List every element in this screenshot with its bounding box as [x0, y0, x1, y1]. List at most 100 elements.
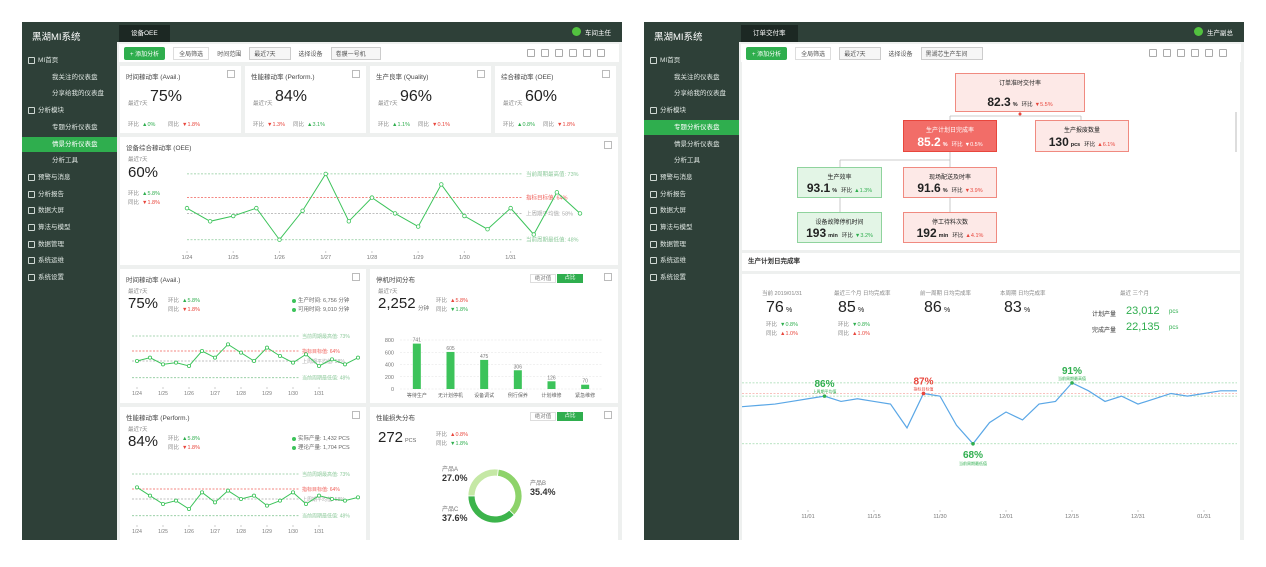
- card-menu[interactable]: [604, 141, 612, 149]
- menu-icon: [650, 107, 657, 115]
- user-avatar: [572, 27, 581, 36]
- change-label: 环比: [168, 436, 180, 442]
- toolbar-icon[interactable]: [1205, 49, 1213, 57]
- menu-item[interactable]: 预警与消息: [660, 173, 693, 181]
- change-label: 环比: [1084, 142, 1096, 148]
- menu-item[interactable]: 分析工具: [52, 157, 78, 165]
- menu-item[interactable]: 专题分析仪表盘: [644, 119, 739, 135]
- menu-item[interactable]: 数据管理: [660, 240, 686, 248]
- change-value: ▼1.8%: [182, 122, 200, 128]
- data-point: [200, 349, 205, 354]
- donut-segment: [467, 495, 515, 524]
- menu-item[interactable]: MI首页: [660, 57, 681, 64]
- change-value: ▼0.8%: [780, 322, 798, 328]
- menu-item[interactable]: 我关注的仪表盘: [52, 73, 98, 81]
- kpi-node[interactable]: 生产效率 93.1% 环比 ▲1.3%: [797, 167, 882, 198]
- menu-item[interactable]: 系统运维: [660, 257, 686, 265]
- dropdown[interactable]: 最近7天: [249, 46, 291, 60]
- menu-item[interactable]: 分析报告: [38, 190, 64, 198]
- menu-item[interactable]: 分析模块: [660, 107, 686, 115]
- toolbar-icon[interactable]: [1191, 49, 1199, 57]
- menu-icon: [28, 57, 35, 64]
- kpi-node[interactable]: 设备故障停机时间 193 min 环比 ▼3.2%: [797, 212, 882, 243]
- node-value-row: 192 min 环比 ▲4.1%: [904, 226, 996, 240]
- data-point: [355, 495, 360, 500]
- toolbar-icon[interactable]: [1163, 49, 1171, 57]
- sidebar: 黑湖MI系统 MI首页 我关注的仪表盘 分享给我的仪表盘 分析模块 专题分析仪表盘 情景分析…: [644, 22, 739, 540]
- menu-item[interactable]: 情景分析仪表盘: [674, 140, 720, 148]
- data-line: [136, 486, 359, 510]
- toolbar-icon[interactable]: [541, 49, 549, 57]
- menu-item[interactable]: 情景分析仪表盘: [22, 136, 117, 152]
- menu-item[interactable]: 分析报告: [660, 190, 686, 198]
- kpi-node[interactable]: 订单准时交付率 82.3% 环比 ▼5.5%: [955, 73, 1085, 112]
- card-menu[interactable]: [352, 411, 360, 419]
- menu-item[interactable]: 算法与模型: [38, 224, 71, 231]
- menu-item[interactable]: MI首页: [38, 57, 59, 64]
- user-name[interactable]: 车间主任: [585, 30, 611, 37]
- menu-item[interactable]: 数据管理: [38, 240, 64, 248]
- toolbar-icon[interactable]: [1177, 49, 1185, 57]
- menu-item[interactable]: 预警与消息: [38, 173, 71, 181]
- x-tick-label: 1/30: [459, 255, 470, 261]
- menu-item[interactable]: 系统运维: [38, 257, 64, 265]
- kpi-node[interactable]: 生产计划日完成率 85.2% 环比 ▼0.5%: [903, 120, 997, 152]
- toolbar-icon[interactable]: [569, 49, 577, 57]
- toggle-button[interactable]: 绝对值: [530, 274, 556, 283]
- card-menu[interactable]: [604, 273, 612, 281]
- add-analysis-button[interactable]: + 添加分析: [746, 46, 788, 60]
- period-label: 最近7天: [128, 101, 148, 107]
- global-filter-button[interactable]: 全局筛选: [795, 46, 832, 60]
- stat-value: 76: [766, 299, 784, 316]
- menu-item[interactable]: 我关注的仪表盘: [674, 73, 720, 81]
- global-filter-button[interactable]: 全局筛选: [173, 46, 210, 60]
- kpi-value: 96%: [400, 88, 433, 105]
- toolbar-icon[interactable]: [555, 49, 563, 57]
- bar-value-label: 306: [514, 364, 523, 370]
- dropdown[interactable]: 卷膜一号机: [330, 46, 381, 60]
- data-point: [508, 205, 513, 211]
- toggle-button[interactable]: 占比: [557, 274, 583, 283]
- add-analysis-button[interactable]: + 添加分析: [124, 46, 166, 60]
- dropdown[interactable]: 黑湖芯生产车间: [920, 46, 983, 60]
- toggle-button[interactable]: 绝对值: [530, 412, 556, 421]
- menu-item[interactable]: 系统设置: [38, 274, 64, 282]
- bar-value-label: 70: [582, 379, 588, 385]
- menu-item[interactable]: 专题分析仪表盘: [52, 123, 98, 131]
- toolbar-icon[interactable]: [1149, 49, 1157, 57]
- card-menu[interactable]: [352, 70, 360, 78]
- tab[interactable]: 设备OEE: [119, 25, 170, 42]
- menu-item[interactable]: 分享给我的仪表盘: [674, 90, 726, 98]
- toolbar-icon[interactable]: [597, 49, 605, 57]
- toolbar-icon[interactable]: [583, 49, 591, 57]
- toolbar-icon[interactable]: [527, 49, 535, 57]
- dropdown[interactable]: 最近7天: [839, 46, 881, 60]
- menu-item[interactable]: 数据大屏: [660, 207, 686, 215]
- toggle-button[interactable]: 占比: [557, 412, 583, 421]
- change-row: 同比 ▼1.8%: [436, 439, 468, 447]
- stat-caption: 最近三个月 日均完成率: [834, 291, 891, 297]
- menu-item[interactable]: 分享给我的仪表盘: [52, 90, 104, 98]
- kpi-node[interactable]: 生产报废数量 130 pcs 环比 ▲6.1%: [1035, 120, 1129, 152]
- menu-item[interactable]: 分析工具: [674, 157, 700, 165]
- node-value: 82.3: [987, 95, 1011, 109]
- card-menu[interactable]: [602, 70, 610, 78]
- card-menu[interactable]: [604, 411, 612, 419]
- data-point: [239, 350, 244, 355]
- card-menu[interactable]: [352, 273, 360, 281]
- kpi-node[interactable]: 现场配送及时率 91.6% 环比 ▼3.9%: [903, 167, 997, 198]
- kpi-node[interactable]: 停工待料次数 192 min 环比 ▲4.1%: [903, 212, 997, 243]
- menu-item[interactable]: 系统设置: [660, 274, 686, 282]
- card-menu[interactable]: [227, 70, 235, 78]
- x-tick-label: 1/27: [210, 391, 220, 397]
- data-point: [213, 500, 218, 505]
- menu-item[interactable]: 分析模块: [38, 107, 64, 115]
- card-menu[interactable]: [477, 70, 485, 78]
- menu-item[interactable]: 数据大屏: [38, 207, 64, 215]
- change-value: ▼0.1%: [432, 122, 450, 128]
- tab[interactable]: 订单交付率: [741, 25, 798, 42]
- user-name[interactable]: 生产副总: [1207, 30, 1233, 37]
- reference-label: 上周期平均值: 58%: [526, 209, 573, 217]
- menu-item[interactable]: 算法与模型: [660, 224, 693, 231]
- toolbar-icon[interactable]: [1219, 49, 1227, 57]
